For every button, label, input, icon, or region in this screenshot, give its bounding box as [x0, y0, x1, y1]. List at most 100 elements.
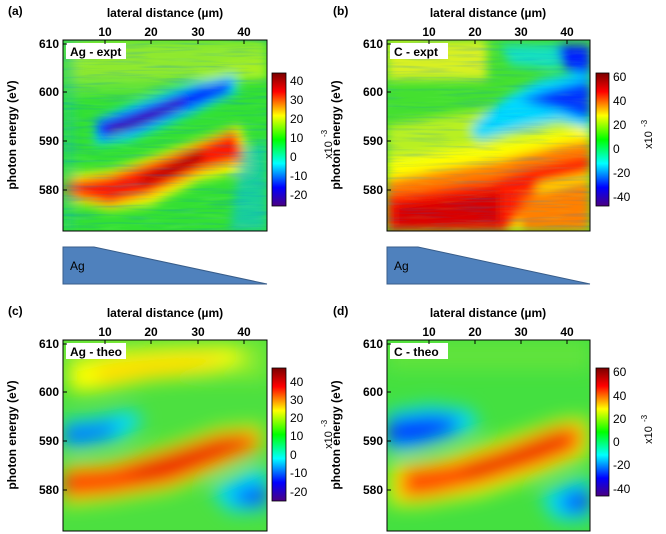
x-tick-label: 10: [422, 325, 436, 339]
colorbar: 40 30 20 10 0 -10 -20 x10 -3: [271, 72, 335, 207]
x-axis-label: lateral distance (µm): [107, 6, 223, 20]
colorbar-exponent: -3: [640, 119, 649, 127]
x-tick-label: 30: [514, 325, 528, 339]
colorbar-tick: 30: [290, 393, 304, 407]
plot-frame: [386, 39, 591, 232]
colorbar-tick: 10: [290, 429, 304, 443]
colorbar-tick: 60: [613, 365, 627, 379]
x-ticks: 10 20 30 40: [98, 325, 251, 344]
colorbar-tick: 60: [613, 70, 627, 84]
colorbar-tick: 20: [290, 411, 304, 425]
panel-label: (d): [333, 304, 348, 318]
y-tick-label: 580: [363, 483, 383, 497]
panel-c: (c) lateral distance (µm) Ag - theo: [5, 304, 335, 532]
wedge-label: Ag: [70, 259, 85, 273]
y-tick-label: 600: [363, 385, 383, 399]
y-tick-label: 580: [39, 183, 59, 197]
plot-frame: [62, 339, 268, 532]
sample-wedge: Ag: [386, 246, 591, 285]
colorbar-tick: 0: [613, 142, 620, 156]
colorbar-tick: -20: [290, 188, 308, 202]
x-tick-label: 30: [514, 25, 528, 39]
colorbar-tick: -10: [290, 466, 308, 480]
colorbar-tick: 0: [613, 435, 620, 449]
inset-label-box: [390, 43, 448, 59]
plot-frame: [386, 339, 591, 532]
y-ticks: 610 600 590 580: [39, 37, 67, 197]
x-tick-label: 40: [237, 25, 251, 39]
y-tick-label: 600: [39, 85, 59, 99]
y-axis-label: photon energy (eV): [5, 80, 19, 189]
x-tick-label: 10: [98, 25, 112, 39]
colorbar-tick: 10: [290, 131, 304, 145]
inset-label: Ag - expt: [70, 45, 121, 59]
colorbar-exponent: -3: [320, 419, 329, 427]
colorbar-tick: -10: [290, 169, 308, 183]
inset-label-box: [66, 343, 126, 359]
panel-b: (b) lateral distance (µm) C - expt: [329, 4, 655, 285]
y-axis-label: photon energy (eV): [329, 80, 343, 189]
y-tick-label: 580: [363, 183, 383, 197]
y-axis-label: photon energy (eV): [5, 380, 19, 489]
colorbar: 40 30 20 10 0 -10 -20 x10 -3: [271, 367, 335, 502]
x-tick-label: 40: [560, 25, 574, 39]
colorbar-tick: -20: [290, 485, 308, 499]
inset-label-box: [390, 343, 448, 359]
colorbar-tick: -20: [613, 166, 631, 180]
y-tick-label: 600: [39, 385, 59, 399]
colorbar-tick: 20: [613, 118, 627, 132]
y-tick-label: 580: [39, 483, 59, 497]
x-tick-label: 20: [468, 325, 482, 339]
x-tick-label: 20: [144, 325, 158, 339]
colorbar-tick: 20: [290, 112, 304, 126]
y-tick-label: 610: [39, 37, 59, 51]
x-axis-label: lateral distance (µm): [107, 306, 223, 320]
x-tick-label: 20: [468, 25, 482, 39]
y-tick-label: 590: [363, 434, 383, 448]
y-ticks: 610 600 590 580: [39, 337, 67, 497]
y-tick-label: 610: [363, 337, 383, 351]
colorbar-tick: 40: [613, 389, 627, 403]
x-tick-label: 30: [191, 25, 205, 39]
colorbar-unit: x10: [643, 426, 655, 444]
y-tick-label: 610: [363, 37, 383, 51]
wedge-label: Ag: [394, 259, 409, 273]
panel-label: (c): [8, 304, 23, 318]
x-axis-label: lateral distance (µm): [430, 6, 546, 20]
y-tick-label: 590: [363, 134, 383, 148]
colorbar-unit: x10: [643, 131, 655, 149]
y-axis-label: photon energy (eV): [329, 380, 343, 489]
x-axis-label: lateral distance (µm): [430, 306, 546, 320]
y-ticks: 610 600 590 580: [363, 37, 391, 197]
x-ticks: 10 20 30 40: [98, 25, 251, 44]
colorbar-tick: 0: [290, 448, 297, 462]
x-ticks: 10 20 30 40: [422, 325, 574, 344]
x-ticks: 10 20 30 40: [422, 25, 574, 44]
x-tick-label: 10: [98, 325, 112, 339]
panel-label: (a): [8, 4, 23, 18]
heatmap: [63, 340, 267, 531]
plot-frame: [62, 39, 268, 232]
colorbar-tick: 40: [613, 94, 627, 108]
colorbar-tick: -40: [613, 190, 631, 204]
y-ticks: 610 600 590 580: [363, 337, 391, 497]
colorbar-tick: 0: [290, 150, 297, 164]
x-tick-label: 10: [422, 25, 436, 39]
panel-label: (b): [333, 4, 348, 18]
colorbar-tick: -40: [613, 482, 631, 496]
heatmap: [63, 40, 267, 231]
inset-label: C - theo: [394, 345, 439, 359]
colorbar-tick: 40: [290, 375, 304, 389]
colorbar-unit: x10: [323, 431, 335, 449]
y-tick-label: 590: [39, 134, 59, 148]
colorbar-exponent: -3: [320, 129, 329, 137]
heatmap: [387, 40, 590, 231]
colorbar: 60 40 20 0 -20 -40 x10 -3: [595, 365, 655, 497]
colorbar: 60 40 20 0 -20 -40 x10 -3: [595, 70, 655, 207]
heatmap: [387, 340, 590, 531]
y-tick-label: 600: [363, 85, 383, 99]
inset-label: C - expt: [394, 45, 438, 59]
colorbar-unit: x10: [323, 141, 335, 159]
colorbar-tick: 30: [290, 93, 304, 107]
